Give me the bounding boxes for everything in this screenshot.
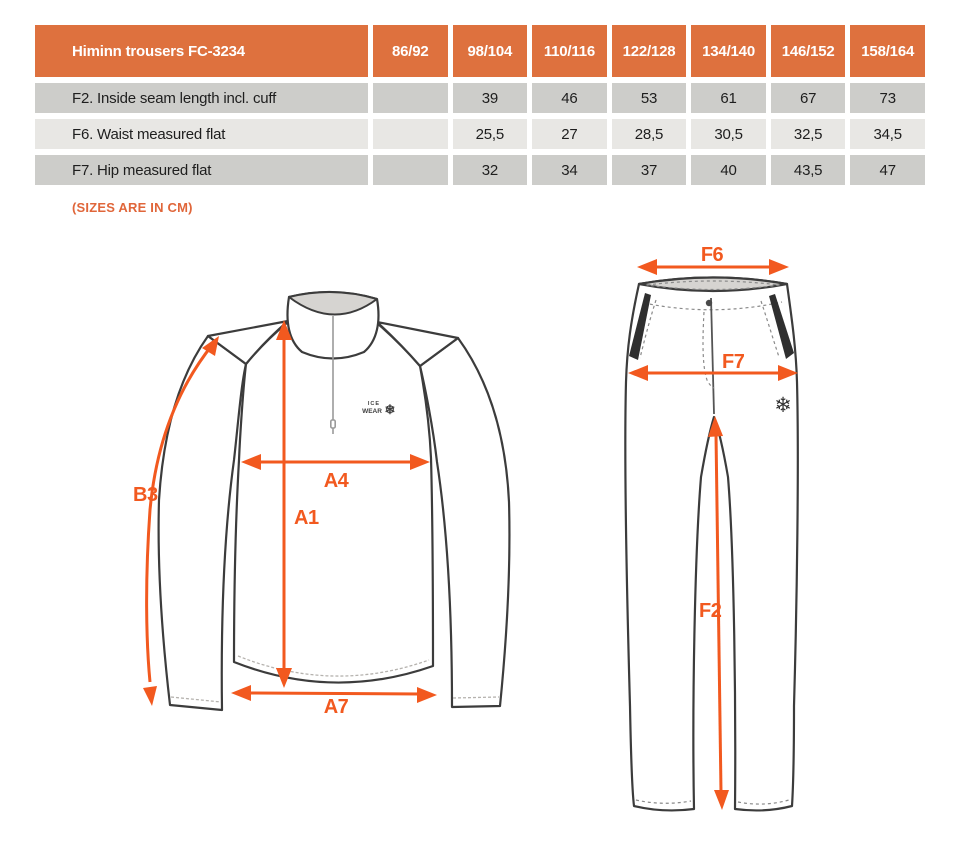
size-col-header: 134/140	[691, 25, 766, 77]
shirt-diagram: ICE WEAR ❄	[157, 290, 511, 712]
table-cell: 67	[770, 83, 846, 113]
shirt-hem-stitch	[237, 655, 430, 677]
fly-stitch	[702, 311, 715, 389]
size-chart-table: Himinn trousers FC-3234 86/92 98/104 110…	[35, 25, 925, 185]
table-cell: 53	[611, 83, 687, 113]
size-col-header: 158/164	[850, 25, 925, 77]
shirt-right-sleeve	[418, 336, 511, 709]
left-pocket-stitch	[639, 299, 657, 359]
table-cell: 61	[691, 83, 766, 113]
shirt-collar-inside	[288, 291, 378, 316]
garment-measurement-diagram: ICE WEAR ❄	[133, 244, 799, 812]
size-col-header: 110/116	[532, 25, 607, 77]
brand-logo: ICE WEAR ❄	[362, 401, 395, 417]
fly-center-line	[710, 297, 715, 415]
measure-label-a1: A1	[294, 507, 319, 529]
table-cell: 34,5	[850, 119, 925, 149]
sizes-unit-note: (SIZES ARE IN CM)	[72, 200, 193, 215]
trouser-measure-arrows: F6 F7 F2	[628, 244, 798, 810]
right-hem-stitch	[737, 799, 790, 805]
table-cell	[373, 119, 448, 149]
size-col-header: 122/128	[611, 25, 687, 77]
shirt-left-cuff-stitch	[170, 696, 222, 703]
measure-label-f7: F7	[722, 351, 745, 373]
snowflake-icon: ❄	[385, 402, 396, 417]
measure-label-b3: B3	[133, 484, 158, 506]
right-pocket-opening	[769, 294, 794, 359]
table-cell: 30,5	[691, 119, 766, 149]
table-title: Himinn trousers FC-3234	[35, 25, 368, 77]
measure-arrow-f2	[708, 416, 729, 810]
table-cell: 37	[611, 155, 687, 185]
size-col-header: 146/152	[770, 25, 846, 77]
row-label: F6. Waist measured flat	[35, 119, 368, 149]
measure-arrow-b3	[143, 336, 219, 706]
table-cell: 32,5	[770, 119, 846, 149]
shirt-measure-arrows: B3 A4 A1 A7	[133, 320, 437, 718]
table-cell: 47	[850, 155, 925, 185]
row-label: F7. Hip measured flat	[35, 155, 368, 185]
table-cell: 25,5	[452, 119, 528, 149]
waist-opening-stitch	[646, 280, 780, 291]
table-cell: 32	[452, 155, 528, 185]
measure-label-a4: A4	[324, 470, 350, 492]
measure-label-f2: F2	[699, 600, 722, 622]
measure-arrow-f6	[637, 259, 789, 275]
shirt-left-sleeve	[157, 334, 248, 712]
table-cell	[373, 155, 448, 185]
measure-label-f6: F6	[701, 244, 724, 266]
table-cell: 34	[532, 155, 607, 185]
waist-button	[705, 299, 713, 307]
brand-logo-line2: WEAR	[362, 408, 382, 415]
table-cell: 39	[452, 83, 528, 113]
table-cell	[373, 83, 448, 113]
measure-arrow-a7	[231, 685, 437, 703]
measure-label-a7: A7	[324, 696, 349, 718]
table-cell: 27	[532, 119, 607, 149]
table-cell: 28,5	[611, 119, 687, 149]
table-cell: 46	[532, 83, 607, 113]
left-hem-stitch	[635, 799, 692, 804]
measure-arrow-a1	[276, 320, 292, 688]
brand-logo-line1: ICE	[368, 401, 380, 407]
table-cell: 73	[850, 83, 925, 113]
measure-arrow-f7	[628, 365, 798, 381]
shirt-right-shoulder-panel	[375, 320, 460, 368]
table-cell: 40	[691, 155, 766, 185]
trousers-outline	[624, 276, 799, 812]
table-cell: 43,5	[770, 155, 846, 185]
trousers-diagram: ❄	[624, 276, 799, 812]
shirt-right-cuff-stitch	[452, 696, 500, 699]
snowflake-icon: ❄	[774, 394, 792, 417]
right-pocket-stitch	[760, 300, 780, 358]
shirt-zipper	[329, 316, 336, 434]
row-label: F2. Inside seam length incl. cuff	[35, 83, 368, 113]
left-pocket-opening	[629, 293, 651, 360]
size-col-header: 98/104	[452, 25, 528, 77]
size-col-header: 86/92	[373, 25, 448, 77]
measure-arrow-a4	[241, 454, 430, 470]
